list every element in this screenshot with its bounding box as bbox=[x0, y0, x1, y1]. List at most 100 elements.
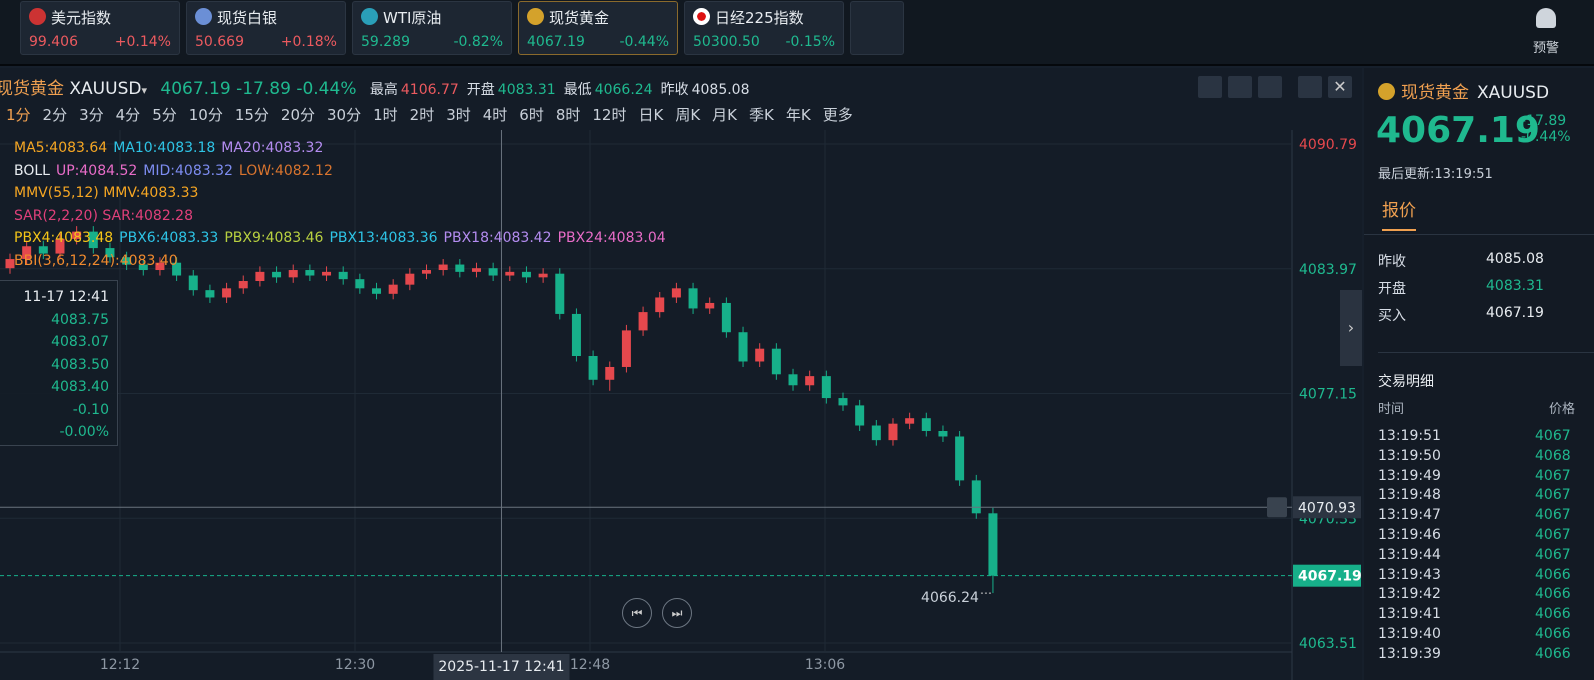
candle-body bbox=[38, 246, 48, 254]
candle-body bbox=[755, 348, 765, 362]
panel-divider bbox=[1378, 352, 1594, 353]
timeframe[interactable]: 2时 bbox=[409, 106, 435, 124]
tooltip: 11-17 12:41 4083.75 4083.07 4083.50 4083.40 -… bbox=[0, 280, 118, 446]
candle-body bbox=[555, 273, 565, 314]
tooltip-time: 11-17 12:41 bbox=[23, 289, 109, 305]
ticker-price: 4067.19 bbox=[527, 34, 585, 50]
dropdown[interactable]: ▾ bbox=[141, 84, 147, 97]
trade-price: 4066 bbox=[1535, 606, 1571, 623]
trade-price: 4068 bbox=[1535, 447, 1571, 464]
panel-toggle[interactable]: › bbox=[1340, 290, 1362, 366]
ticker-name: 日经225指数 bbox=[693, 7, 835, 28]
quote-label: 开盘 bbox=[1378, 281, 1406, 297]
expand-button[interactable] bbox=[1298, 76, 1322, 98]
timeframe[interactable]: 5分 bbox=[152, 106, 177, 124]
quote-label: 昨收 bbox=[1378, 254, 1406, 270]
ticker-icon bbox=[693, 8, 710, 25]
timeframe[interactable]: 年K bbox=[785, 106, 811, 124]
ticker-change: +0.18% bbox=[280, 34, 337, 50]
ticker-row: 50300.50 -0.15% bbox=[693, 34, 835, 50]
ticker-name: 现货黄金 bbox=[527, 7, 669, 28]
alert-bell[interactable] bbox=[1536, 8, 1556, 28]
trade-price: 4067 bbox=[1535, 467, 1571, 484]
trade-price: 4066 bbox=[1535, 566, 1571, 583]
panel-tab[interactable]: 报价 bbox=[1382, 196, 1416, 231]
stat-value: 4085.08 bbox=[691, 82, 750, 98]
trade-price: 4067 bbox=[1535, 527, 1571, 543]
timeframe[interactable]: 月K bbox=[712, 106, 738, 124]
timeframe[interactable]: 日K bbox=[638, 106, 664, 124]
tooltip-value: -0.10 bbox=[72, 401, 109, 418]
tool-button[interactable] bbox=[1258, 76, 1282, 98]
ticker-row: 4067.19 -0.44% bbox=[527, 34, 669, 50]
candle-body bbox=[538, 273, 548, 278]
ticker-icon bbox=[29, 8, 46, 25]
ticker-card[interactable]: 美元指数 99.406 +0.14% bbox=[20, 1, 180, 55]
indicator-row: BOLL UP:4084.52 MID:4083.32 LOW:4082.12 bbox=[14, 160, 672, 183]
timeframe[interactable]: 2分 bbox=[42, 106, 68, 124]
timeframe[interactable]: 4分 bbox=[115, 106, 141, 124]
timeframe[interactable]: 4时 bbox=[482, 106, 508, 124]
crosshair-price: 4070.93 bbox=[1298, 500, 1356, 516]
candle-body bbox=[571, 313, 581, 357]
timeframe[interactable]: 更多 bbox=[822, 106, 853, 124]
candle-body bbox=[122, 257, 132, 265]
candle-body bbox=[105, 248, 115, 258]
trades-title: 交易明细 bbox=[1378, 374, 1434, 390]
candle-body bbox=[238, 281, 248, 289]
tool-button[interactable] bbox=[1198, 76, 1222, 98]
candle-body bbox=[355, 279, 365, 289]
candle-body bbox=[305, 270, 315, 276]
trade-time: 13:19:43 bbox=[1378, 566, 1441, 583]
timeframe[interactable]: 1分 bbox=[6, 106, 31, 124]
candle-body bbox=[5, 259, 15, 269]
timeframe[interactable]: 15分 bbox=[234, 106, 269, 124]
timeframe[interactable]: 10分 bbox=[188, 106, 223, 124]
indicator-value: MA5:4083.64 bbox=[14, 140, 108, 156]
timeframe[interactable]: 8时 bbox=[555, 106, 581, 124]
ticker-card[interactable]: WTI原油 59.289 -0.82% bbox=[352, 1, 512, 55]
timeframe[interactable]: 12时 bbox=[592, 106, 627, 124]
ticker-card[interactable]: 日经225指数 50300.50 -0.15% bbox=[684, 1, 844, 55]
timeframe[interactable]: 1时 bbox=[373, 106, 398, 124]
tooltip-value: 4083.40 bbox=[51, 379, 109, 395]
y-tick-label: 4083.97 bbox=[1299, 262, 1357, 278]
timeframe[interactable]: 周K bbox=[675, 106, 701, 124]
candle-body bbox=[721, 302, 731, 333]
timeframe[interactable]: 30分 bbox=[327, 106, 362, 124]
ticker-price: 50300.50 bbox=[693, 34, 760, 50]
quote-value: 4085.08 bbox=[1486, 251, 1544, 267]
panel-header: 现货黄金 XAUUSD bbox=[1378, 78, 1549, 103]
candle-body bbox=[488, 268, 498, 276]
crosshair-price-bg bbox=[1293, 496, 1361, 519]
search-button[interactable] bbox=[850, 1, 904, 55]
indicator-row: SAR(2,2,20) SAR:4082.28 bbox=[14, 205, 672, 228]
x-tick-label: 13:06 bbox=[805, 657, 845, 673]
prev-button[interactable]: ⏮ bbox=[622, 598, 652, 628]
ticker-row: 50.669 +0.18% bbox=[195, 34, 337, 50]
indicator-value: BBI(3,6,12,24):4083.40 bbox=[14, 252, 178, 269]
ticker-card[interactable]: 现货白银 50.669 +0.18% bbox=[186, 1, 346, 55]
ticker-row: 99.406 +0.14% bbox=[29, 34, 171, 50]
timeframe[interactable]: 3分 bbox=[79, 106, 104, 124]
close-button[interactable]: ✕ bbox=[1328, 76, 1352, 98]
symbol-code[interactable]: XAUUSD bbox=[69, 79, 142, 99]
candle-body bbox=[22, 246, 32, 260]
timeframe[interactable]: 3时 bbox=[446, 106, 471, 124]
indicator-row: MA5:4083.64 MA10:4083.18 MA20:4083.32 bbox=[14, 137, 672, 160]
candle-body bbox=[155, 262, 165, 271]
ticker-change: -0.15% bbox=[785, 34, 835, 50]
pct: -0.44% bbox=[296, 79, 357, 99]
candlestick-chart: 4063.514070.334077.154083.974090.7912:12… bbox=[0, 130, 1362, 680]
timeframe[interactable]: 6时 bbox=[519, 106, 544, 124]
alert-add bbox=[1267, 497, 1287, 518]
timeframe[interactable]: 20分 bbox=[280, 106, 316, 124]
candle-body bbox=[72, 231, 82, 239]
timeframe[interactable]: 季K bbox=[749, 106, 774, 124]
ticker-price: 99.406 bbox=[29, 34, 78, 50]
trade-time: 13:19:42 bbox=[1378, 586, 1441, 603]
indicator-row: MMV(55,12) MMV:4083.33 bbox=[14, 182, 672, 205]
next-button[interactable]: ⏭ bbox=[662, 598, 692, 628]
ticker-card[interactable]: 现货黄金 4067.19 -0.44% bbox=[518, 1, 678, 55]
tool-button[interactable] bbox=[1228, 76, 1252, 98]
